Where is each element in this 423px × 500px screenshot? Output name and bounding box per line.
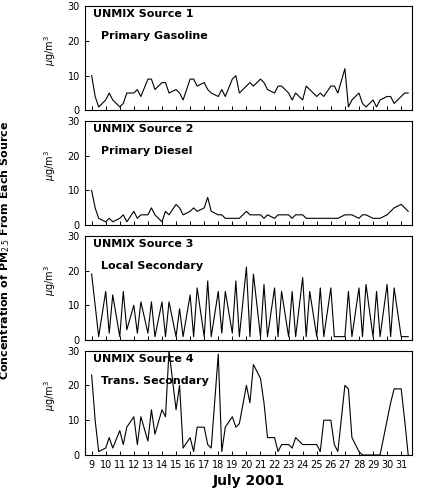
- Text: Local Secondary: Local Secondary: [101, 261, 203, 271]
- Text: Primary Diesel: Primary Diesel: [101, 146, 192, 156]
- Text: $\mu$g/m$^3$: $\mu$g/m$^3$: [42, 35, 58, 66]
- Text: Concentration of PM$_{2.5}$ From Each Source: Concentration of PM$_{2.5}$ From Each So…: [0, 120, 12, 380]
- X-axis label: July 2001: July 2001: [212, 474, 285, 488]
- Text: Trans. Secondary: Trans. Secondary: [101, 376, 209, 386]
- Text: UNMIX Source 2: UNMIX Source 2: [93, 124, 193, 134]
- Text: $\mu$g/m$^3$: $\mu$g/m$^3$: [42, 265, 58, 296]
- Text: UNMIX Source 4: UNMIX Source 4: [93, 354, 193, 364]
- Text: UNMIX Source 3: UNMIX Source 3: [93, 239, 193, 249]
- Text: UNMIX Source 1: UNMIX Source 1: [93, 9, 193, 19]
- Text: $\mu$g/m$^3$: $\mu$g/m$^3$: [42, 380, 58, 411]
- Text: Primary Gasoline: Primary Gasoline: [101, 31, 208, 41]
- Text: $\mu$g/m$^3$: $\mu$g/m$^3$: [42, 150, 58, 182]
